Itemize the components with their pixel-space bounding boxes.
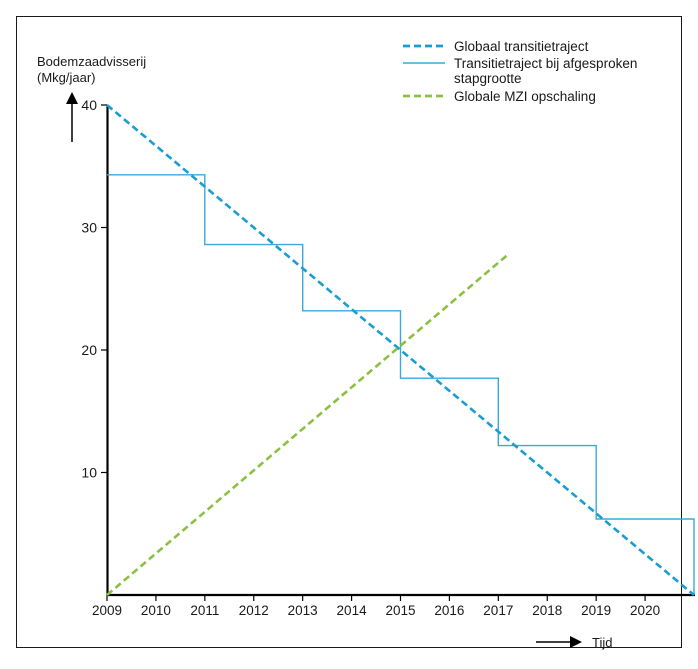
x-tick-label: 2017 bbox=[483, 603, 513, 618]
x-tick-label: 2014 bbox=[337, 603, 368, 618]
x-tick-label: 2018 bbox=[532, 603, 562, 618]
x-tick-label: 2015 bbox=[385, 603, 415, 618]
y-tick-label: 30 bbox=[81, 220, 97, 236]
chart-border bbox=[16, 16, 682, 648]
y-tick-label: 40 bbox=[81, 97, 97, 113]
series-line-mzi-opschaling bbox=[106, 253, 509, 596]
y-axis-title: Bodemzaadvisserij bbox=[37, 54, 146, 69]
y-axis-unit: (Mkg/jaar) bbox=[37, 70, 96, 85]
x-tick-label: 2010 bbox=[141, 603, 171, 618]
x-tick-label: 2019 bbox=[581, 603, 611, 618]
x-axis-arrow bbox=[536, 636, 582, 648]
series-layer bbox=[106, 104, 695, 596]
y-tick-label: 10 bbox=[81, 465, 97, 481]
legend: Globaal transitietraject Transitietraject… bbox=[403, 39, 637, 104]
x-tick-label: 2009 bbox=[92, 603, 122, 618]
legend-label-mzi-opschaling: Globale MZI opschaling bbox=[454, 89, 596, 104]
x-ticks: 2009 2010 2011 2012 2013 2014 2015 2016 2017 2018… bbox=[92, 595, 660, 618]
x-axis-title: Tijd bbox=[592, 635, 612, 650]
series-line-transitietraject-stapgrootte bbox=[107, 174, 695, 595]
y-axis-arrow bbox=[66, 92, 78, 142]
x-tick-label: 2011 bbox=[190, 603, 219, 618]
y-tick-label: 20 bbox=[81, 342, 97, 358]
y-ticks: 10 20 30 40 bbox=[81, 97, 107, 481]
series-line-globaal-transitietraject bbox=[106, 104, 695, 596]
x-tick-label: 2016 bbox=[434, 603, 464, 618]
x-tick-label: 2013 bbox=[288, 603, 318, 618]
legend-label-globaal-transitietraject: Globaal transitietraject bbox=[454, 39, 589, 54]
x-tick-label: 2012 bbox=[239, 603, 269, 618]
x-tick-label: 2020 bbox=[630, 603, 660, 618]
legend-label-transitietraject-stapgrootte: Transitietraject bij afgesproken stapgroo… bbox=[454, 56, 637, 86]
